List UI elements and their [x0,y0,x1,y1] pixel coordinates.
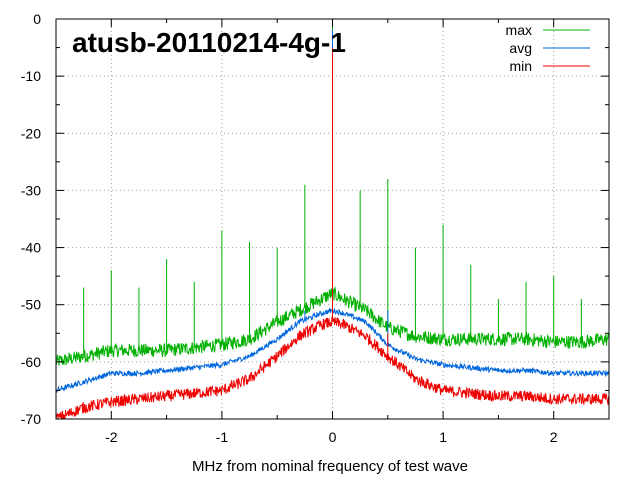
x-tick-label: 2 [550,429,558,445]
y-tick-label: -10 [21,68,41,84]
y-tick-label: -20 [21,125,41,141]
legend-label-max: max [506,22,532,38]
x-axis-label: MHz from nominal frequency of test wave [192,458,468,475]
y-tick-label: -30 [21,182,41,198]
y-tick-label: 0 [33,11,41,27]
spike-layer [83,19,610,357]
legend-label-avg: avg [509,40,532,56]
y-tick-label: -70 [21,411,41,427]
y-tick-label: -50 [21,297,41,313]
y-tick-label: -60 [21,354,41,370]
tick-labels: -2 -1 0 1 20-10-20-30-40-50-60-70 [21,11,558,445]
x-tick-label: -2 [105,429,118,445]
legend: max avg min [506,22,590,74]
y-tick-label: -40 [21,240,41,256]
legend-label-min: min [509,58,532,74]
tick-marks [55,18,610,420]
chart-title: atusb-20110214-4g-1 [72,27,346,58]
x-tick-label: 0 [329,429,337,445]
x-tick-label: 1 [439,429,447,445]
x-tick-label: -1 [216,429,229,445]
